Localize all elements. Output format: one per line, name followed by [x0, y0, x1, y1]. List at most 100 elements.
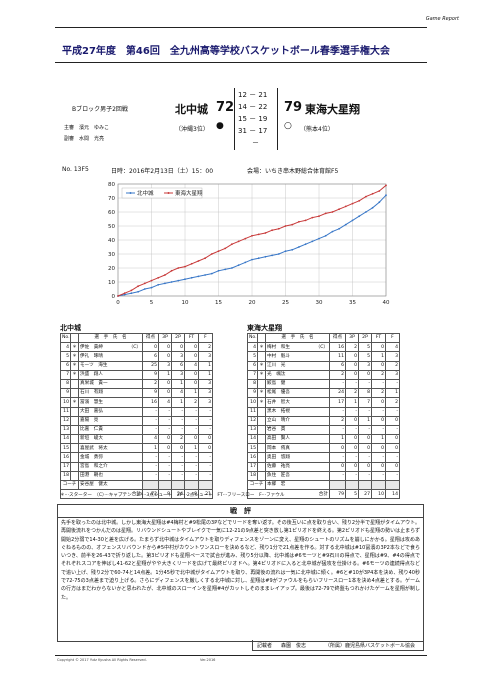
series-0-point — [170, 281, 173, 283]
away-header-cell: 選 手 氏 名 — [265, 332, 330, 344]
series-1-point — [197, 260, 200, 262]
player-ft: 0 — [184, 378, 199, 390]
series-1-point — [365, 195, 367, 198]
player-name-text: 立山 晴介 — [267, 418, 290, 424]
series-1-point — [338, 208, 340, 211]
player-3p: - — [158, 424, 172, 436]
home-player-row: 17 宮島 和之介 - - - - - — [60, 461, 213, 472]
x-tick-label: 20 — [249, 300, 256, 306]
player-name: 岡本 侑真 — [265, 443, 330, 454]
player-2p: 5 — [358, 351, 372, 362]
player-points: - — [329, 424, 346, 436]
player-name-text: 浜盛 翔人 — [80, 372, 103, 378]
starter-mark — [257, 461, 266, 472]
player-number: 7 — [60, 369, 71, 380]
player-fouls: 0 — [385, 415, 400, 426]
home-seed: （沖縄3位） — [175, 126, 209, 133]
player-2p: 0 — [358, 434, 372, 445]
player-number: 4 — [247, 342, 258, 353]
player-name: 鮫島 健 — [265, 378, 330, 390]
report-label: Game Report — [425, 16, 459, 22]
player-2p: 6 — [171, 360, 185, 371]
home-header-cell: FT — [184, 332, 199, 344]
player-name: 梅村 和生 （C） — [265, 342, 330, 353]
away-header-cell: FT — [371, 332, 386, 344]
player-number: 10 — [60, 397, 71, 408]
series-0-point — [318, 237, 320, 240]
home-player-row: 4 ＊伊佐 貴紳 （C） 0 0 0 0 2 — [60, 342, 213, 353]
player-ft: 4 — [184, 360, 199, 371]
starter-mark — [257, 415, 266, 426]
player-ft: 1 — [371, 351, 386, 362]
away-header-cell: 2P — [358, 332, 372, 344]
series-1-point — [378, 190, 381, 192]
player-ft: 2 — [371, 369, 386, 380]
player-3p: - — [158, 461, 172, 472]
player-points: 1 — [329, 434, 346, 445]
starter-mark: ＊ — [70, 342, 79, 353]
home-header-cell: 2P — [171, 332, 185, 344]
player-ft: - — [371, 470, 386, 482]
series-0-point — [351, 219, 354, 222]
player-name-text: 奥田 悠翔 — [267, 454, 290, 460]
player-fouls: - — [198, 470, 213, 482]
player-points: 9 — [142, 388, 159, 399]
player-number: 4 — [60, 342, 71, 353]
coach-empty-cell — [198, 479, 213, 491]
player-fouls: 3 — [198, 397, 213, 408]
series-0-point — [157, 283, 160, 286]
legend-note: ＊···スターター （C）···キャプテン 3P···3点シュート 2P···2… — [60, 493, 285, 498]
player-number: 6 — [247, 360, 258, 371]
player-2p: - — [171, 470, 185, 482]
home-player-row: 18 田港 朝也 - - - - - — [60, 470, 213, 482]
player-ft: 0 — [184, 342, 199, 353]
series-1-point — [298, 220, 300, 223]
series-1-point — [257, 233, 260, 236]
series-1-point — [318, 215, 320, 218]
player-2p: - — [171, 406, 185, 417]
away-player-row: 9 ＊松尾 優吾 24 2 8 2 1 — [247, 388, 400, 399]
player-3p: 2 — [345, 342, 359, 353]
coach-empty-cell — [385, 479, 400, 491]
player-points: 24 — [329, 388, 346, 399]
x-tick-label: 5 — [150, 300, 154, 306]
home-result-mark: ● — [216, 121, 224, 131]
round-label: Bブロック男子2回戦 — [72, 106, 128, 113]
player-2p: - — [358, 452, 372, 463]
footer-copyright: Copyright © 2017 Yutz Kyusha All Rights … — [57, 658, 147, 662]
player-3p: - — [345, 470, 359, 482]
starter-mark: ＊ — [70, 397, 79, 408]
player-ft: 2 — [184, 397, 199, 408]
player-name-text: 松尾 優吾 — [267, 390, 290, 396]
player-3p: - — [345, 452, 359, 463]
series-0-point — [197, 275, 200, 278]
series-1-point — [331, 211, 334, 213]
player-fouls: 4 — [385, 342, 400, 353]
series-1-point — [164, 274, 166, 276]
series-0-point — [365, 211, 367, 213]
series-1-point — [304, 219, 307, 222]
player-name: 真栄城 貴一 — [78, 378, 143, 390]
period-score-box: 12 － 21 14 － 22 15 － 19 31 － 17 － — [234, 88, 278, 150]
x-tick-label: 40 — [383, 300, 390, 306]
player-points: 25 — [142, 360, 159, 371]
player-fouls: - — [385, 424, 400, 436]
player-fouls: - — [198, 415, 213, 426]
player-fouls: - — [198, 452, 213, 463]
player-name-text: 冨濱 慧生 — [80, 399, 103, 405]
player-fouls: 3 — [198, 351, 213, 362]
player-points: 16 — [142, 397, 159, 408]
away-player-row: 8 鮫島 健----- — [247, 378, 400, 390]
player-name: 宮島 和之介 — [78, 461, 143, 472]
series-0-point — [371, 206, 374, 209]
player-name: 立山 晴介 — [265, 415, 330, 426]
chart-grid — [117, 183, 387, 297]
series-1-point — [358, 199, 361, 202]
player-number: 12 — [247, 415, 258, 426]
player-points: 9 — [142, 369, 159, 380]
player-fouls: 2 — [385, 360, 400, 371]
coach-label: コーチ — [60, 479, 79, 491]
player-2p: - — [358, 406, 372, 417]
player-name-text: 嘉陽 亮 — [80, 418, 99, 424]
player-2p: - — [171, 452, 185, 463]
